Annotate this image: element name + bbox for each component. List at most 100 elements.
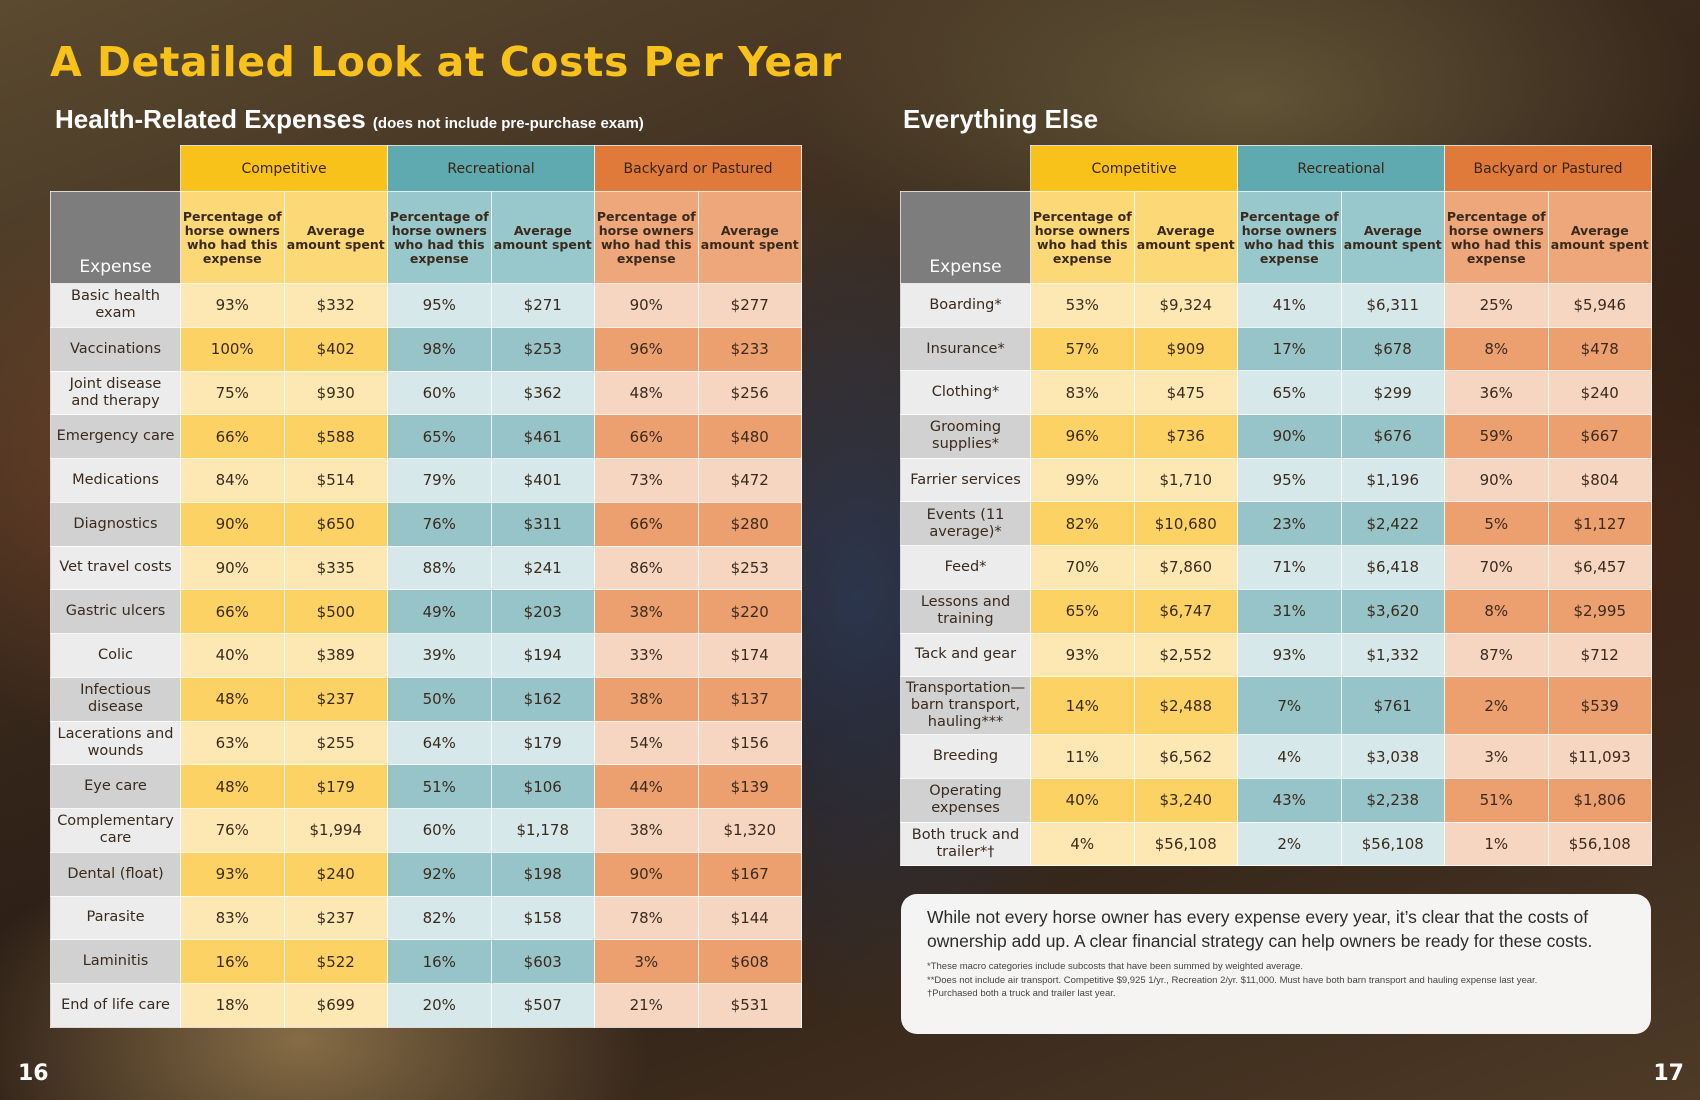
cell-pct-recreational: 88% bbox=[387, 545, 492, 591]
cell-avg-backyard: $253 bbox=[697, 545, 803, 591]
table-row: Lessons and training 65% $6,747 31% $3,620 8%… bbox=[900, 588, 1653, 634]
cell-avg-competitive: $6,562 bbox=[1133, 734, 1239, 779]
cell-pct-competitive: 66% bbox=[180, 589, 285, 634]
cell-avg-backyard: $277 bbox=[697, 283, 803, 328]
cell-pct-competitive: 93% bbox=[1030, 632, 1135, 678]
expense-column-header: Expense bbox=[50, 191, 181, 284]
cell-pct-competitive: 65% bbox=[1030, 588, 1135, 634]
cell-avg-backyard: $174 bbox=[697, 633, 803, 678]
cell-avg-competitive: $522 bbox=[283, 939, 389, 984]
cell-avg-recreational: $311 bbox=[490, 501, 596, 547]
table-row: Farrier services 99% $1,710 95% $1,196 90% $80… bbox=[900, 457, 1653, 503]
cell-avg-backyard: $1,127 bbox=[1547, 501, 1653, 547]
blank-corner bbox=[51, 146, 181, 192]
cell-pct-backyard: 36% bbox=[1444, 370, 1549, 416]
cell-pct-competitive: 93% bbox=[180, 851, 285, 897]
health-expenses-table: Competitive Recreational Backyard or Pas… bbox=[50, 145, 803, 1028]
cell-pct-backyard: 70% bbox=[1444, 545, 1549, 590]
cell-avg-recreational: $241 bbox=[490, 545, 596, 591]
cell-avg-backyard: $144 bbox=[697, 895, 803, 941]
avg-header-backyard: Average amount spent bbox=[1547, 191, 1653, 284]
cell-avg-competitive: $10,680 bbox=[1133, 501, 1239, 547]
cell-avg-backyard: $233 bbox=[697, 326, 803, 372]
pct-header-backyard: Percentage of horse owners who had this … bbox=[1444, 191, 1549, 284]
page-number-right: 17 bbox=[1653, 1061, 1684, 1086]
cell-pct-backyard: 1% bbox=[1444, 821, 1549, 867]
group-header-recreational: Recreational bbox=[1237, 145, 1446, 192]
table-row: Transportation—barn transport, hauling**… bbox=[900, 676, 1653, 736]
cell-pct-backyard: 21% bbox=[594, 983, 699, 1028]
cell-avg-competitive: $240 bbox=[283, 851, 389, 897]
health-expenses-body: Basic health exam 93% $332 95% $271 90% $277 Va… bbox=[50, 283, 803, 1028]
expense-label: Basic health exam bbox=[50, 283, 181, 328]
expense-label: Eye care bbox=[50, 764, 181, 809]
cell-pct-competitive: 48% bbox=[180, 676, 285, 722]
pct-header-competitive: Percentage of horse owners who had this … bbox=[1030, 191, 1135, 284]
cell-pct-backyard: 86% bbox=[594, 545, 699, 591]
summary-text: While not every horse owner has every ex… bbox=[927, 907, 1593, 951]
cell-avg-recreational: $3,038 bbox=[1340, 734, 1446, 779]
cell-avg-recreational: $1,178 bbox=[490, 808, 596, 853]
expense-label: Infectious disease bbox=[50, 676, 181, 722]
cell-avg-competitive: $402 bbox=[283, 326, 389, 372]
cell-pct-backyard: 73% bbox=[594, 458, 699, 503]
table-row: Parasite 83% $237 82% $158 78% $144 bbox=[50, 895, 803, 941]
cell-pct-competitive: 82% bbox=[1030, 501, 1135, 547]
cell-pct-backyard: 66% bbox=[594, 414, 699, 459]
expense-label: Colic bbox=[50, 633, 181, 678]
cell-avg-recreational: $271 bbox=[490, 283, 596, 328]
table-row: Grooming supplies* 96% $736 90% $676 59% $667 bbox=[900, 414, 1653, 459]
pct-header-competitive: Percentage of horse owners who had this … bbox=[180, 191, 285, 284]
health-heading-text: Health-Related Expenses bbox=[55, 104, 366, 134]
table-row: Tack and gear 93% $2,552 93% $1,332 87% $712 bbox=[900, 632, 1653, 678]
cell-pct-competitive: 66% bbox=[180, 414, 285, 459]
table-row: Complementary care 76% $1,994 60% $1,178 38% $… bbox=[50, 808, 803, 853]
cell-pct-backyard: 25% bbox=[1444, 283, 1549, 328]
cell-avg-backyard: $1,320 bbox=[697, 808, 803, 853]
cell-avg-competitive: $332 bbox=[283, 283, 389, 328]
pct-header-backyard: Percentage of horse owners who had this … bbox=[594, 191, 699, 284]
cell-avg-backyard: $6,457 bbox=[1547, 545, 1653, 590]
cell-avg-competitive: $2,488 bbox=[1133, 676, 1239, 736]
cell-pct-competitive: 100% bbox=[180, 326, 285, 372]
cell-pct-backyard: 51% bbox=[1444, 777, 1549, 823]
expense-column-header: Expense bbox=[900, 191, 1031, 284]
cell-avg-competitive: $650 bbox=[283, 501, 389, 547]
cell-pct-recreational: 65% bbox=[387, 414, 492, 459]
cell-pct-recreational: 65% bbox=[1237, 370, 1342, 416]
cell-pct-competitive: 90% bbox=[180, 545, 285, 591]
footnote: *These macro categories include subcosts… bbox=[927, 961, 1303, 972]
cell-pct-competitive: 18% bbox=[180, 983, 285, 1028]
cell-avg-backyard: $2,995 bbox=[1547, 588, 1653, 634]
expense-label: Grooming supplies* bbox=[900, 414, 1031, 459]
page-title: A Detailed Look at Costs Per Year bbox=[50, 38, 842, 86]
cell-pct-competitive: 53% bbox=[1030, 283, 1135, 328]
expense-label: Joint disease and therapy bbox=[50, 370, 181, 416]
cell-pct-backyard: 90% bbox=[594, 283, 699, 328]
cell-pct-recreational: 76% bbox=[387, 501, 492, 547]
table-row: Feed* 70% $7,860 71% $6,418 70% $6,457 bbox=[900, 545, 1653, 590]
cell-avg-competitive: $389 bbox=[283, 633, 389, 678]
cell-avg-recreational: $2,422 bbox=[1340, 501, 1446, 547]
cell-pct-backyard: 87% bbox=[1444, 632, 1549, 678]
avg-header-recreational: Average amount spent bbox=[1340, 191, 1446, 284]
pct-header-recreational: Percentage of horse owners who had this … bbox=[387, 191, 492, 284]
cell-avg-recreational: $179 bbox=[490, 720, 596, 766]
cell-avg-recreational: $162 bbox=[490, 676, 596, 722]
everything-else-heading: Everything Else bbox=[903, 104, 1099, 134]
cell-pct-recreational: 64% bbox=[387, 720, 492, 766]
cell-pct-recreational: 4% bbox=[1237, 734, 1342, 779]
cell-pct-recreational: 93% bbox=[1237, 632, 1342, 678]
cell-avg-recreational: $1,196 bbox=[1340, 457, 1446, 503]
cell-avg-backyard: $156 bbox=[697, 720, 803, 766]
cell-avg-backyard: $220 bbox=[697, 589, 803, 634]
table-row: Infectious disease 48% $237 50% $162 38% $137 bbox=[50, 676, 803, 722]
cell-avg-recreational: $603 bbox=[490, 939, 596, 984]
cell-avg-recreational: $676 bbox=[1340, 414, 1446, 459]
expense-label: Complementary care bbox=[50, 808, 181, 853]
cell-avg-recreational: $198 bbox=[490, 851, 596, 897]
expense-label: Medications bbox=[50, 458, 181, 503]
cell-pct-recreational: 43% bbox=[1237, 777, 1342, 823]
cell-avg-recreational: $203 bbox=[490, 589, 596, 634]
cell-pct-backyard: 44% bbox=[594, 764, 699, 809]
